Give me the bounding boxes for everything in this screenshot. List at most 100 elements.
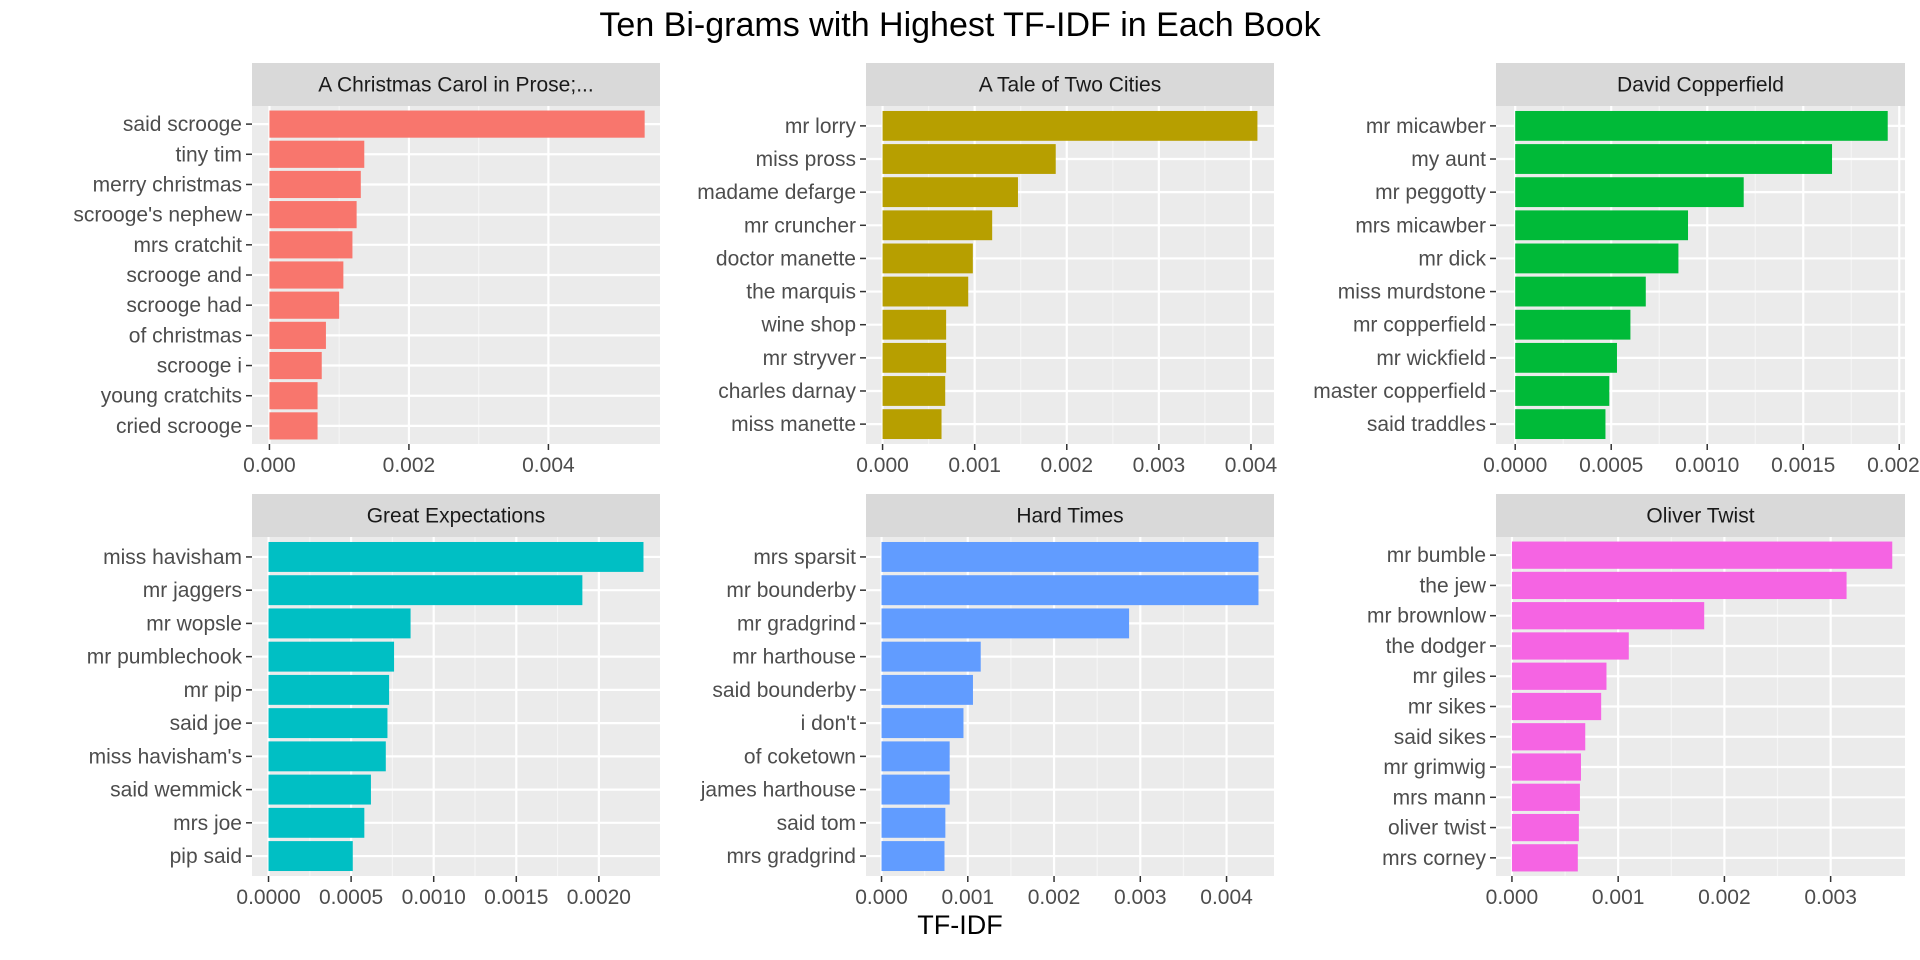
bar: [269, 201, 357, 229]
category-label: mr copperfield: [1353, 314, 1486, 337]
category-label: mr harthouse: [732, 646, 856, 669]
bar: [1511, 571, 1847, 600]
x-tick-label: 0.0020: [567, 886, 631, 909]
category-label: master copperfield: [1313, 380, 1486, 403]
bar: [269, 110, 645, 138]
category-label: mr stryver: [763, 347, 856, 370]
bar: [268, 741, 386, 772]
bar: [269, 382, 318, 410]
bar: [269, 170, 361, 199]
bar: [881, 608, 1130, 639]
x-tick-label: 0.002: [1040, 454, 1093, 477]
category-label: said tom: [777, 812, 856, 835]
category-label: mrs cratchit: [133, 234, 242, 257]
category-label: miss murdstone: [1338, 281, 1486, 304]
bar: [882, 376, 946, 406]
category-label: said joe: [170, 712, 242, 735]
category-label: mr grimwig: [1383, 756, 1486, 779]
bar: [268, 541, 644, 572]
bar: [1515, 342, 1617, 373]
category-label: mr pumblechook: [87, 646, 243, 669]
category-label: doctor manette: [716, 247, 856, 270]
bar: [268, 807, 365, 838]
x-tick-label: 0.000: [1486, 886, 1539, 909]
bar: [882, 342, 947, 373]
facet-strip-label: David Copperfield: [1617, 74, 1784, 97]
bar: [269, 231, 353, 259]
category-label: the marquis: [746, 281, 856, 304]
bar: [269, 261, 344, 289]
category-label: miss havisham's: [89, 745, 242, 768]
bar: [1511, 813, 1579, 842]
bar: [268, 575, 583, 606]
facet-strip: [1496, 494, 1905, 537]
x-tick-label: 0.0000: [1483, 454, 1547, 477]
category-label: mr brownlow: [1367, 605, 1487, 628]
facet-strip: [1496, 63, 1905, 106]
facet-panel: Hard Times 0.000 0.001 0.002 0.003 0.004 mrs s…: [700, 494, 1274, 909]
x-tick-label: 0.0005: [319, 886, 383, 909]
bar: [881, 841, 945, 872]
bar: [882, 144, 1056, 174]
facet-strip: [252, 494, 660, 537]
category-label: scrooge i: [157, 355, 242, 378]
category-label: mr jaggers: [143, 579, 242, 602]
category-label: i don't: [801, 712, 857, 735]
category-label: mrs micawber: [1355, 214, 1486, 237]
facet-strip-label: A Christmas Carol in Prose;...: [318, 74, 593, 97]
x-tick-label: 0.0015: [484, 886, 548, 909]
category-label: my aunt: [1411, 148, 1486, 171]
category-label: young cratchits: [101, 385, 242, 408]
bar: [1511, 541, 1893, 569]
bar: [882, 409, 942, 440]
bar: [881, 807, 946, 838]
category-label: cried scrooge: [116, 415, 242, 438]
bar: [1511, 692, 1602, 721]
bar: [269, 140, 365, 168]
bar: [1511, 632, 1629, 660]
category-label: tiny tim: [175, 143, 242, 166]
bar: [1515, 376, 1610, 406]
category-label: mrs sparsit: [753, 546, 856, 569]
category-label: mr micawber: [1366, 115, 1486, 138]
bar: [1511, 753, 1581, 781]
facet-strip-label: Oliver Twist: [1646, 505, 1754, 528]
bar: [1515, 110, 1888, 141]
category-label: scrooge had: [126, 294, 242, 317]
facet-strip: [866, 494, 1274, 537]
x-tick-label: 0.002: [1698, 886, 1751, 909]
facet-strip-label: A Tale of Two Cities: [979, 74, 1162, 97]
x-tick-label: 0.000: [243, 454, 296, 477]
category-label: said bounderby: [712, 679, 856, 702]
x-tick-label: 0.003: [1804, 886, 1857, 909]
x-tick-label: 0.0020: [1867, 454, 1920, 477]
bar: [882, 276, 969, 307]
category-label: mrs corney: [1382, 847, 1486, 870]
category-label: mr pip: [184, 679, 242, 702]
bar: [1511, 602, 1705, 630]
x-tick-label: 0.001: [948, 454, 1001, 477]
x-tick-label: 0.001: [942, 886, 995, 909]
category-label: mr giles: [1412, 665, 1486, 688]
bar: [881, 674, 973, 705]
bar: [269, 351, 322, 380]
bar: [1515, 309, 1631, 340]
facet-strip-label: Great Expectations: [367, 505, 546, 528]
bar: [881, 575, 1259, 606]
category-label: said scrooge: [123, 113, 242, 136]
category-label: charles darnay: [718, 380, 856, 403]
x-tick-label: 0.004: [522, 454, 575, 477]
category-label: miss pross: [756, 148, 856, 171]
category-label: merry christmas: [93, 173, 242, 196]
bar: [268, 608, 411, 639]
x-tick-label: 0.000: [855, 886, 908, 909]
category-label: said traddles: [1367, 413, 1486, 436]
bar: [1511, 844, 1578, 872]
category-label: of coketown: [744, 745, 856, 768]
facet-panel: Great Expectations 0.0000 0.0005 0.0010 0.00…: [87, 494, 660, 909]
category-label: said sikes: [1394, 726, 1486, 749]
facet-panel: A Christmas Carol in Prose;... 0.000 0.002…: [73, 63, 660, 477]
bar: [881, 741, 950, 772]
